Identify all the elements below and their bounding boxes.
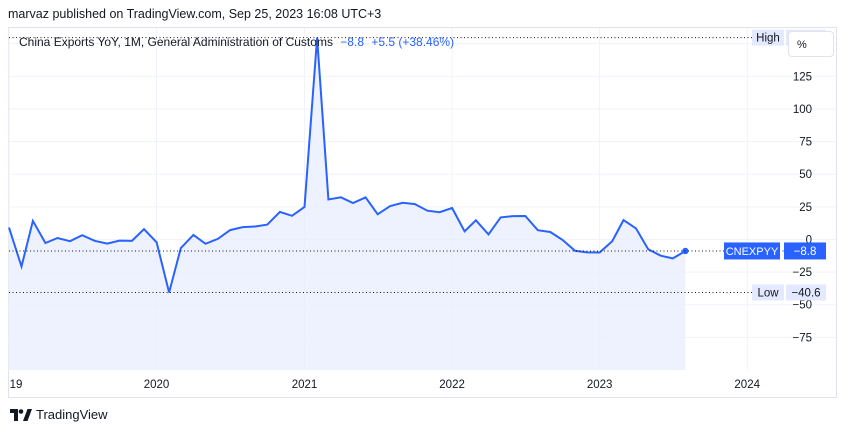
publisher-note: marvaz published on TradingView.com, Sep… [8,7,382,21]
percent-scale-button[interactable]: % [788,31,834,57]
series-line [8,37,686,293]
chart-legend: China Exports YoY, 1M, General Administr… [19,35,454,49]
y-tick-label: −25 [792,267,812,279]
x-tick-label: 2020 [144,379,170,391]
x-tick-label: 2022 [439,379,465,391]
x-axis: 19 2020 2021 2022 2023 2024 [10,379,761,391]
x-tick-label: 19 [10,379,23,391]
y-tick-label: −50 [792,300,812,312]
legend-value: −8.8 [340,35,364,49]
high-label-bg [752,29,784,46]
footer-brand-label: TradingView [36,407,108,422]
low-value: −40.6 [791,287,820,299]
y-tick-label: 125 [793,71,812,83]
ticker-label-bg [724,242,780,260]
legend-change: +5.5 (+38.46%) [371,35,455,49]
series-area [9,37,686,370]
x-tick-label: 2021 [292,379,318,391]
y-tick-label: −75 [792,332,812,344]
high-label: High [756,33,780,45]
legend-series-name: China Exports YoY, 1M, General Administr… [19,35,333,49]
last-value-label: −8.8 [794,246,817,258]
ticker-label: CNEXPYY [726,246,779,258]
y-tick-label: 75 [799,137,812,149]
low-label: Low [757,287,779,299]
y-tick-label: 25 [799,202,812,214]
y-tick-label: 50 [799,169,812,181]
low-label-bg [752,284,784,301]
last-value-label-bg [784,242,826,260]
y-axis: −75−50−250255075100125150 [792,39,812,345]
tradingview-logo-icon [10,408,32,421]
x-tick-label: 2023 [587,379,613,391]
y-tick-label: 100 [793,104,812,116]
x-tick-label: 2024 [734,379,760,391]
low-value-bg [786,284,826,301]
footer-brand: TradingView [10,407,108,422]
y-tick-label: 0 [806,234,812,246]
